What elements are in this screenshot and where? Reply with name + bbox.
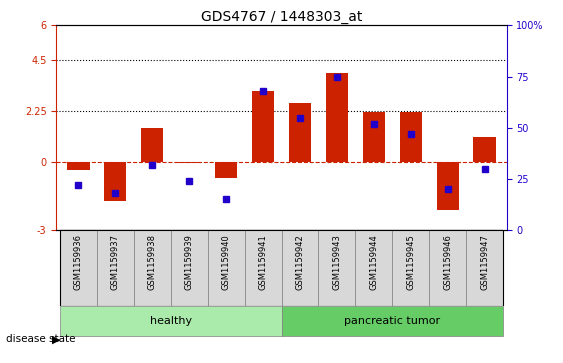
Bar bbox=[134, 230, 171, 306]
Text: GSM1159940: GSM1159940 bbox=[222, 234, 231, 290]
Bar bbox=[178, 162, 200, 163]
Bar bbox=[436, 162, 459, 210]
Bar bbox=[319, 230, 355, 306]
Text: ▶: ▶ bbox=[52, 334, 60, 344]
Bar bbox=[429, 230, 466, 306]
Bar bbox=[355, 230, 392, 306]
Title: GDS4767 / 1448303_at: GDS4767 / 1448303_at bbox=[201, 11, 362, 24]
Bar bbox=[60, 306, 282, 336]
Text: disease state: disease state bbox=[6, 334, 75, 344]
Bar bbox=[244, 230, 282, 306]
Bar bbox=[473, 137, 495, 162]
Text: GSM1159939: GSM1159939 bbox=[185, 234, 194, 290]
Text: GSM1159945: GSM1159945 bbox=[406, 234, 415, 290]
Bar bbox=[289, 103, 311, 162]
Bar bbox=[68, 162, 90, 170]
Bar bbox=[282, 230, 319, 306]
Text: GSM1159947: GSM1159947 bbox=[480, 234, 489, 290]
Bar bbox=[466, 230, 503, 306]
Bar bbox=[282, 306, 503, 336]
Text: GSM1159938: GSM1159938 bbox=[148, 234, 157, 290]
Bar bbox=[60, 230, 97, 306]
Bar bbox=[171, 230, 208, 306]
Bar bbox=[363, 112, 385, 162]
Text: pancreatic tumor: pancreatic tumor bbox=[344, 316, 440, 326]
Bar bbox=[97, 230, 134, 306]
Bar bbox=[215, 162, 237, 178]
Bar bbox=[208, 230, 244, 306]
Text: GSM1159942: GSM1159942 bbox=[296, 234, 305, 290]
Text: GSM1159941: GSM1159941 bbox=[258, 234, 267, 290]
Text: GSM1159937: GSM1159937 bbox=[111, 234, 120, 290]
Bar bbox=[104, 162, 127, 201]
Text: GSM1159944: GSM1159944 bbox=[369, 234, 378, 290]
Text: GSM1159936: GSM1159936 bbox=[74, 234, 83, 290]
Text: GSM1159946: GSM1159946 bbox=[443, 234, 452, 290]
Bar bbox=[400, 112, 422, 162]
Bar bbox=[252, 91, 274, 162]
Bar bbox=[392, 230, 429, 306]
Bar bbox=[141, 128, 163, 162]
Text: healthy: healthy bbox=[150, 316, 192, 326]
Text: GSM1159943: GSM1159943 bbox=[332, 234, 341, 290]
Bar bbox=[326, 73, 348, 162]
